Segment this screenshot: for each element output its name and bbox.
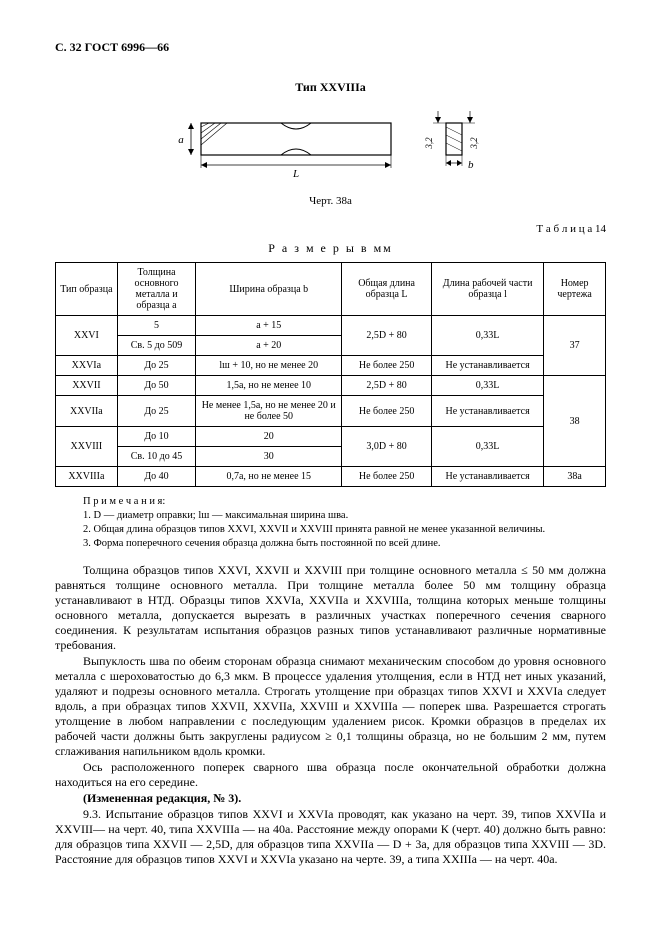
- cell: 3,0D + 80: [342, 427, 432, 467]
- body-text: Толщина образцов типов XXVI, XXVII и XXV…: [55, 563, 606, 867]
- table-title: Р а з м е р ы в мм: [55, 241, 606, 256]
- cell: 0,33L: [431, 427, 543, 467]
- cell: 38: [544, 376, 606, 467]
- cell: До 40: [117, 467, 196, 487]
- cell: До 50: [117, 376, 196, 396]
- th-thickness: Толщина основного металла и образца a: [117, 263, 196, 316]
- table-row: XXVIIа До 25 Не менее 1,5a, но не менее …: [56, 396, 606, 427]
- note-line: 1. D — диаметр оправки; lш — максимальна…: [83, 509, 606, 522]
- table-header-row: Тип образца Толщина основного металла и …: [56, 263, 606, 316]
- cell: a + 20: [196, 336, 342, 356]
- paragraph: Ось расположенного поперек сварного шва …: [55, 760, 606, 790]
- cell: Не более 250: [342, 356, 432, 376]
- cell: 0,7a, но не менее 15: [196, 467, 342, 487]
- dim-a-label: a: [178, 134, 184, 146]
- figure-caption: Черт. 38а: [55, 195, 606, 207]
- th-width: Ширина образца b: [196, 263, 342, 316]
- cell: Св. 10 до 45: [117, 447, 196, 467]
- figure-drawing: a L 3,2 3,2: [55, 105, 606, 189]
- th-type: Тип образца: [56, 263, 118, 316]
- table-row: XXVII До 50 1,5a, но не менее 10 2,5D + …: [56, 376, 606, 396]
- cell: 38а: [544, 467, 606, 487]
- figure-title: Тип XXVIIIа: [55, 80, 606, 95]
- cell: XXVI: [56, 316, 118, 356]
- note-line: 2. Общая длина образцов типов XXVI, XXVI…: [83, 523, 606, 536]
- cell: XXVII: [56, 376, 118, 396]
- cell: 20: [196, 427, 342, 447]
- cell: Не устанавливается: [431, 396, 543, 427]
- cell: До 25: [117, 356, 196, 376]
- cell: Не менее 1,5a, но не менее 20 и не более…: [196, 396, 342, 427]
- cell: До 25: [117, 396, 196, 427]
- table-row: XXVIIIа До 40 0,7a, но не менее 15 Не бо…: [56, 467, 606, 487]
- dim-b-label: b: [468, 159, 474, 171]
- page-header: С. 32 ГОСТ 6996—66: [55, 40, 606, 55]
- cell: XXVIIIа: [56, 467, 118, 487]
- dimensions-table: Тип образца Толщина основного металла и …: [55, 262, 606, 487]
- cell: 5: [117, 316, 196, 336]
- cell: Не устанавливается: [431, 356, 543, 376]
- th-drawing: Номер чертежа: [544, 263, 606, 316]
- dim-L-label: L: [291, 168, 298, 180]
- cell: a + 15: [196, 316, 342, 336]
- paragraph: 9.3. Испытание образцов типов XXVI и XXV…: [55, 807, 606, 867]
- cell: 2,5D + 80: [342, 376, 432, 396]
- cell: Св. 5 до 509: [117, 336, 196, 356]
- cell: XXVIII: [56, 427, 118, 467]
- table-row: XXVIа До 25 lш + 10, но не менее 20 Не б…: [56, 356, 606, 376]
- table-row: XXVIII До 10 20 3,0D + 80 0,33L: [56, 427, 606, 447]
- paragraph-bold: (Измененная редакция, № 3).: [55, 791, 606, 806]
- cell: 1,5a, но не менее 10: [196, 376, 342, 396]
- cell: 30: [196, 447, 342, 467]
- cell: 0,33L: [431, 376, 543, 396]
- notes-title: П р и м е ч а н и я:: [83, 495, 606, 508]
- cell: Не более 250: [342, 467, 432, 487]
- table-row: XXVI 5 a + 15 2,5D + 80 0,33L 37: [56, 316, 606, 336]
- cell: lш + 10, но не менее 20: [196, 356, 342, 376]
- note-line: 3. Форма поперечного сечения образца дол…: [83, 537, 606, 550]
- cell: Не более 250: [342, 396, 432, 427]
- table-notes: П р и м е ч а н и я: 1. D — диаметр опра…: [83, 495, 606, 551]
- dim-32-right: 3,2: [469, 137, 479, 150]
- table-number: Т а б л и ц а 14: [536, 223, 606, 235]
- cell: До 10: [117, 427, 196, 447]
- paragraph: Выпуклость шва по обеим сторонам образца…: [55, 654, 606, 759]
- cell: XXVIа: [56, 356, 118, 376]
- th-working: Длина рабочей части образца l: [431, 263, 543, 316]
- th-length: Общая длина образца L: [342, 263, 432, 316]
- cell: 37: [544, 316, 606, 376]
- cell: Не устанавливается: [431, 467, 543, 487]
- cell: 0,33L: [431, 316, 543, 356]
- dim-32-left: 3,2: [424, 137, 434, 150]
- paragraph: Толщина образцов типов XXVI, XXVII и XXV…: [55, 563, 606, 653]
- cell: XXVIIа: [56, 396, 118, 427]
- cell: 2,5D + 80: [342, 316, 432, 356]
